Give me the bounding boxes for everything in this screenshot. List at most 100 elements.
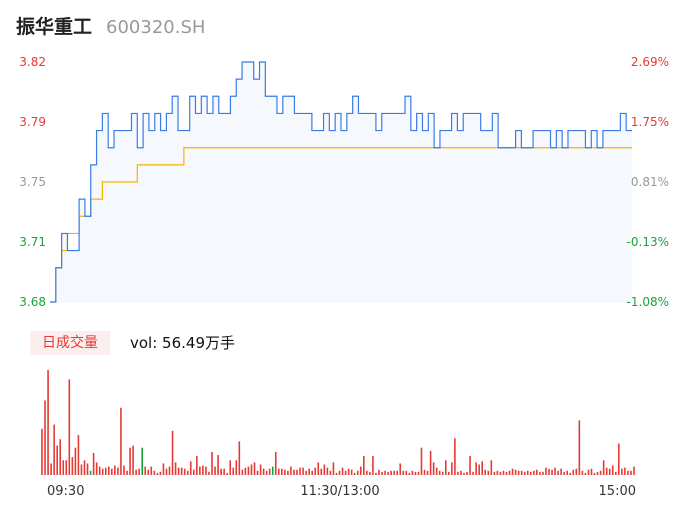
volume-bar (253, 462, 256, 475)
volume-bar (520, 470, 523, 475)
volume-bar (274, 451, 277, 475)
volume-bar (502, 470, 505, 475)
volume-bar (551, 469, 553, 475)
volume-bar (451, 462, 453, 475)
volume-bar (50, 463, 52, 475)
volume-bar (250, 464, 253, 475)
volume-bar (281, 468, 283, 475)
volume-bar (120, 407, 122, 475)
volume-bar (390, 470, 392, 475)
y-tick-right-label: 1.75% (631, 115, 669, 129)
x-tick-label: 15:00 (599, 484, 636, 499)
volume-bar (572, 469, 575, 475)
volume-bar (627, 470, 629, 475)
volume-bar (247, 466, 250, 475)
volume-bar (429, 450, 432, 475)
volume-bar (268, 468, 271, 475)
volume-bar (332, 462, 335, 475)
volume-bar (369, 471, 371, 475)
volume-bar (299, 467, 301, 475)
volume-bar (150, 466, 153, 475)
volume-bar (202, 465, 204, 475)
y-tick-left-label: 3.71 (19, 235, 46, 249)
volume-bar (262, 468, 265, 475)
volume-bar (511, 468, 514, 475)
volume-bar (287, 470, 289, 475)
volume-bar (168, 466, 171, 475)
volume-bar (205, 466, 207, 475)
volume-bar (171, 430, 174, 475)
volume-bar (366, 470, 368, 475)
volume-bar (238, 441, 241, 475)
volume-bar (523, 471, 526, 475)
volume-bar (578, 420, 581, 475)
volume-bar (533, 470, 535, 475)
volume-bar (484, 469, 487, 475)
volume-bar (44, 400, 46, 475)
volume-bar (387, 471, 389, 475)
volume-bar (375, 472, 377, 475)
volume-bar (611, 465, 614, 475)
volume-bar (396, 470, 398, 475)
volume-bar (320, 468, 323, 475)
volume-bar (123, 465, 125, 475)
volume-bar (499, 471, 502, 475)
volume-bar (624, 467, 626, 475)
volume-bar (402, 470, 405, 475)
volume-bar (56, 445, 58, 475)
volume-bar (542, 471, 544, 475)
volume-bar (344, 470, 347, 475)
volume-bar (86, 463, 89, 475)
volume-bar (95, 462, 98, 475)
volume-bar (129, 447, 131, 475)
volume-bar (372, 456, 374, 475)
volume-bar (526, 470, 529, 475)
volume-bar (590, 468, 593, 475)
volume-label: vol: 56.49万手 (130, 334, 235, 352)
volume-bar (448, 471, 450, 475)
volume-bars (41, 370, 635, 475)
volume-bar (290, 466, 292, 475)
volume-bar (180, 467, 183, 475)
left-axis-ticks: 3.82 3.79 3.75 3.71 3.68 (19, 55, 46, 309)
volume-bar (414, 471, 417, 475)
volume-bar (596, 471, 599, 475)
volume-bar (101, 468, 104, 475)
x-tick-label: 11:30/13:00 (300, 484, 379, 499)
volume-bar (475, 462, 477, 475)
volume-bar (278, 468, 280, 475)
volume-bar (633, 466, 635, 475)
volume-bar (89, 470, 92, 475)
volume-bar (68, 379, 71, 475)
volume-bar (302, 467, 304, 475)
volume-bar (426, 470, 429, 475)
volume-bar (469, 456, 471, 475)
volume-bar (350, 469, 353, 475)
volume-bar (581, 470, 584, 475)
volume-bar (493, 471, 496, 475)
volume-bar (41, 428, 43, 475)
volume-bar (323, 464, 326, 475)
volume-bar (417, 471, 420, 475)
volume-bar (584, 472, 587, 475)
volume-bar (508, 470, 511, 475)
volume-bar (241, 469, 244, 475)
volume-bar (460, 470, 462, 475)
volume-bar (271, 466, 274, 475)
volume-bar (356, 470, 359, 475)
volume-bar (536, 469, 538, 475)
volume-bar (232, 467, 235, 475)
y-tick-right-label: -1.08% (627, 295, 669, 309)
volume-bar (566, 470, 569, 475)
volume-bar (126, 470, 128, 475)
volume-bar (381, 471, 383, 475)
price-area-fill (50, 62, 632, 302)
volume-bar (347, 468, 350, 475)
volume-bar (329, 470, 332, 475)
volume-bar (132, 445, 134, 475)
volume-bar (265, 470, 268, 475)
price-series-line (50, 61, 632, 303)
volume-bar (408, 472, 411, 475)
volume-bar (114, 465, 116, 475)
volume-bar (153, 470, 156, 475)
